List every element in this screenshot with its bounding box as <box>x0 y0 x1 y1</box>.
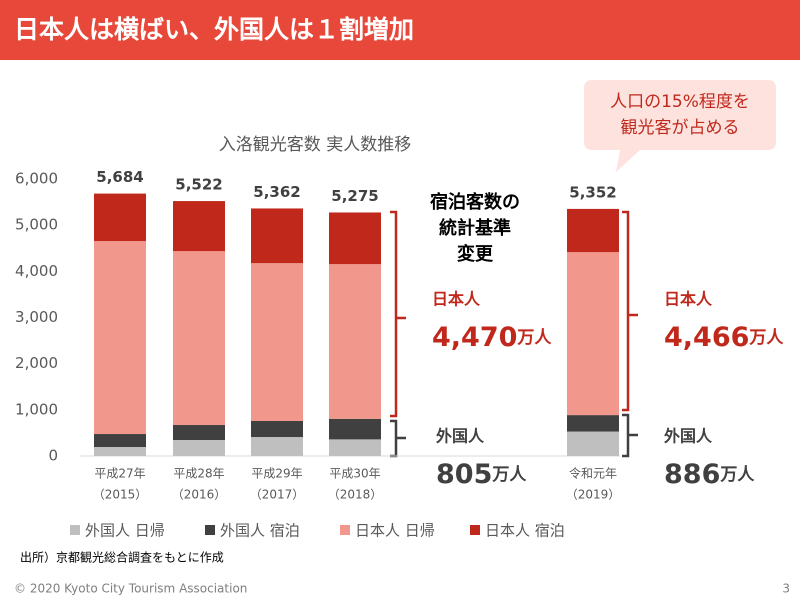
header-bar <box>0 0 800 60</box>
bracket <box>390 210 406 418</box>
total-label: 5,362 <box>253 183 300 201</box>
bar-segment <box>329 439 381 456</box>
change-note: 宿泊客数の <box>430 191 520 213</box>
annotation-value: 4,470万人 <box>432 322 552 353</box>
brackets <box>390 210 638 458</box>
annotation-number: 4,466 <box>664 322 749 353</box>
y-tick-label: 6,000 <box>15 170 58 188</box>
bar-segment <box>94 241 146 435</box>
annotation-value: 805万人 <box>436 459 527 490</box>
x-tick-label: 平成27年 <box>94 467 145 481</box>
legend-label: 外国人 日帰 <box>85 522 165 540</box>
annotation-label: 日本人 <box>432 290 481 309</box>
bar-segment <box>251 437 303 456</box>
x-tick-label: 平成28年 <box>173 467 224 481</box>
bar-segment <box>173 425 225 441</box>
legend-swatch <box>470 525 480 535</box>
annotation-unit: 万人 <box>516 328 552 348</box>
bar-segment <box>173 251 225 426</box>
annotation-unit: 万人 <box>748 328 784 348</box>
y-tick-label: 4,000 <box>15 262 58 280</box>
annotation-label: 外国人 <box>663 427 713 446</box>
annotation-unit: 万人 <box>491 465 527 485</box>
annotation-number: 805 <box>436 459 492 490</box>
annotation-number: 4,470 <box>432 322 517 353</box>
annotation-value: 4,466万人 <box>664 322 784 353</box>
bar-segment <box>329 264 381 419</box>
bar-segment <box>94 446 146 456</box>
bar-segment <box>173 201 225 252</box>
bracket <box>390 419 406 458</box>
y-tick-label: 1,000 <box>15 400 58 418</box>
legend-swatch <box>340 525 350 535</box>
total-label: 5,684 <box>96 168 143 186</box>
callout-text: 人口の15%程度を <box>610 92 750 112</box>
total-label: 5,352 <box>569 183 616 201</box>
x-tick-label: 平成30年 <box>329 467 380 481</box>
x-tick-label: 平成29年 <box>251 467 302 481</box>
x-tick-label: （2017） <box>250 488 305 502</box>
y-tick-label: 5,000 <box>15 216 58 234</box>
bar-segment <box>251 208 303 264</box>
bar-segment <box>94 193 146 242</box>
legend-label: 外国人 宿泊 <box>220 522 300 540</box>
annotation-number: 886 <box>664 459 720 490</box>
annotation-unit: 万人 <box>719 465 755 485</box>
x-tick-label: 令和元年 <box>569 466 617 481</box>
bar-segment <box>329 418 381 440</box>
total-label: 5,275 <box>331 187 378 205</box>
bar-segment <box>173 440 225 456</box>
bracket <box>622 413 638 458</box>
x-tick-label: （2016） <box>172 488 227 502</box>
change-note: 統計基準 <box>439 217 511 239</box>
y-tick-label: 2,000 <box>15 354 58 372</box>
annotation-label: 外国人 <box>435 427 485 446</box>
chart-title: 入洛観光客数 実人数推移 <box>219 135 411 155</box>
bar-segment <box>329 212 381 265</box>
x-tick-label: （2015） <box>93 488 148 502</box>
legend-swatch <box>70 525 80 535</box>
bar-segment <box>251 421 303 438</box>
x-tick-label: （2019） <box>566 488 621 502</box>
x-tick-label: （2018） <box>328 488 383 502</box>
y-tick-label: 3,000 <box>15 308 58 326</box>
bar-segment <box>94 434 146 447</box>
bar-segment <box>567 252 619 416</box>
total-label: 5,522 <box>175 176 222 194</box>
callout-box <box>584 80 776 172</box>
bar-segment <box>251 263 303 422</box>
y-tick-label: 0 <box>48 447 58 465</box>
legend-label: 日本人 日帰 <box>355 522 435 540</box>
callout-text: 観光客が占める <box>621 118 740 138</box>
change-note: 変更 <box>457 243 494 265</box>
legend-label: 日本人 宿泊 <box>485 522 565 540</box>
slide-title: 日本人は横ばい、外国人は１割増加 <box>14 15 414 44</box>
copyright: © 2020 Kyoto City Tourism Association <box>14 582 247 596</box>
annotation-value: 886万人 <box>664 459 755 490</box>
source-note: 出所）京都観光総合調査をもとに作成 <box>20 550 224 565</box>
bar-segment <box>567 208 619 253</box>
legend-swatch <box>205 525 215 535</box>
annotation-label: 日本人 <box>664 290 713 309</box>
page-number: 3 <box>782 582 790 596</box>
bar-segment <box>567 415 619 432</box>
bracket <box>622 210 638 412</box>
bar-segment <box>567 431 619 456</box>
